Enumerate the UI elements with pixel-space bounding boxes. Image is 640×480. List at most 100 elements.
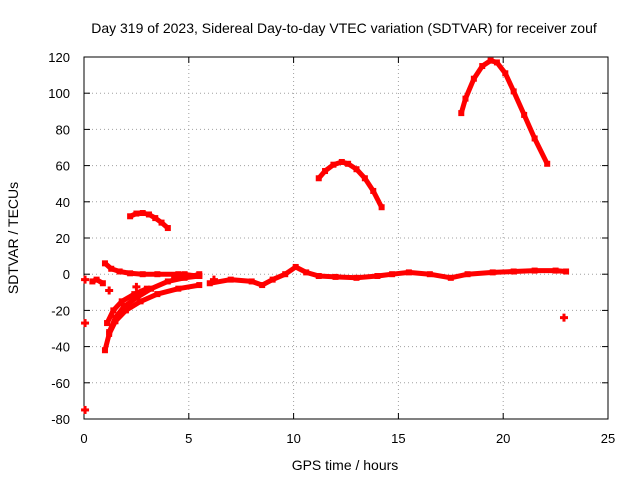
data-point [108, 265, 115, 272]
y-axis-label: SDTVAR / TECUs [5, 182, 21, 294]
data-point [470, 75, 477, 82]
y-tick-label: 20 [56, 231, 70, 246]
data-point [447, 274, 454, 281]
data-point [110, 307, 117, 314]
data-point [164, 225, 171, 232]
data-point [510, 268, 517, 275]
data-point [152, 215, 159, 222]
x-tick-label: 20 [496, 431, 510, 446]
data-point [158, 219, 165, 226]
data-point [338, 158, 345, 165]
data-point [154, 271, 161, 278]
data-point [332, 273, 339, 280]
data-point [378, 204, 385, 211]
isolated-point [83, 405, 87, 414]
isolated-point [107, 286, 111, 295]
y-tick-label: 60 [56, 159, 70, 174]
data-point [282, 271, 289, 278]
data-point [171, 274, 178, 281]
y-tick-label: -40 [51, 340, 70, 355]
y-tick-label: -80 [51, 412, 70, 427]
data-point [181, 271, 188, 278]
y-tick-label: 40 [56, 195, 70, 210]
y-tick-label: 0 [63, 267, 70, 282]
isolated-point [83, 275, 87, 284]
isolated-point [134, 282, 138, 291]
data-point [127, 270, 134, 277]
data-point [206, 280, 213, 287]
data-point [552, 267, 559, 274]
x-tick-label: 5 [185, 431, 192, 446]
data-point [175, 285, 182, 292]
data-point [133, 210, 140, 217]
data-point [122, 307, 129, 314]
data-point [303, 269, 310, 276]
x-tick-label: 10 [286, 431, 300, 446]
data-point [521, 111, 528, 118]
y-tick-label: -20 [51, 303, 70, 318]
series-baseline-mid [171, 271, 202, 281]
data-point [489, 269, 496, 276]
ticks: 0 5 10 15 20 25 -80 -60 -40 -20 0 20 40 60 80 100 120 [48, 50, 615, 446]
data-point [405, 269, 412, 276]
data-point [148, 285, 155, 292]
y-tick-label: 100 [48, 86, 70, 101]
data-point [139, 210, 146, 217]
data-point [531, 135, 538, 142]
data-point [120, 303, 127, 310]
data-point [458, 110, 465, 117]
data-point [493, 59, 500, 66]
data-point [531, 267, 538, 274]
series-arc-mid-12h [316, 159, 385, 210]
data-point [127, 213, 134, 220]
data-point [544, 160, 551, 167]
data-point [563, 268, 570, 275]
data-point [112, 314, 119, 321]
data-point [315, 175, 322, 182]
data-point [502, 70, 509, 77]
data-point [227, 276, 234, 283]
isolated-point [83, 319, 87, 328]
data-point [479, 63, 486, 70]
data-point [99, 280, 106, 287]
grid [84, 57, 608, 419]
data-point [370, 187, 377, 194]
data-point [353, 166, 360, 173]
data-point [259, 282, 266, 289]
data-point [154, 291, 161, 298]
data-point [189, 273, 196, 280]
x-axis-label: GPS time / hours [292, 457, 399, 473]
data-point [196, 282, 203, 289]
data-point [248, 278, 255, 285]
x-tick-label: 0 [80, 431, 87, 446]
series-group [81, 57, 570, 414]
data-point [464, 271, 471, 278]
data-point [510, 88, 517, 95]
data-point [131, 291, 138, 298]
y-tick-label: 120 [48, 50, 70, 65]
data-point [269, 276, 276, 283]
data-point [145, 211, 152, 218]
data-point [426, 271, 433, 278]
data-point [89, 278, 96, 285]
data-point [330, 161, 337, 168]
data-point [101, 347, 108, 354]
data-point [137, 298, 144, 305]
data-point [196, 271, 203, 278]
data-point [116, 268, 123, 275]
data-point [106, 329, 113, 336]
data-point [315, 273, 322, 280]
data-point [143, 285, 150, 292]
plot-frame [83, 56, 609, 420]
data-point [462, 95, 469, 102]
data-point [181, 274, 188, 281]
y-tick-label: -60 [51, 376, 70, 391]
data-point [118, 298, 125, 305]
isolated-point [212, 275, 216, 284]
data-point [361, 175, 368, 182]
isolated-point [562, 313, 566, 322]
data-point [104, 320, 111, 327]
data-point [164, 278, 171, 285]
data-point [487, 57, 494, 64]
